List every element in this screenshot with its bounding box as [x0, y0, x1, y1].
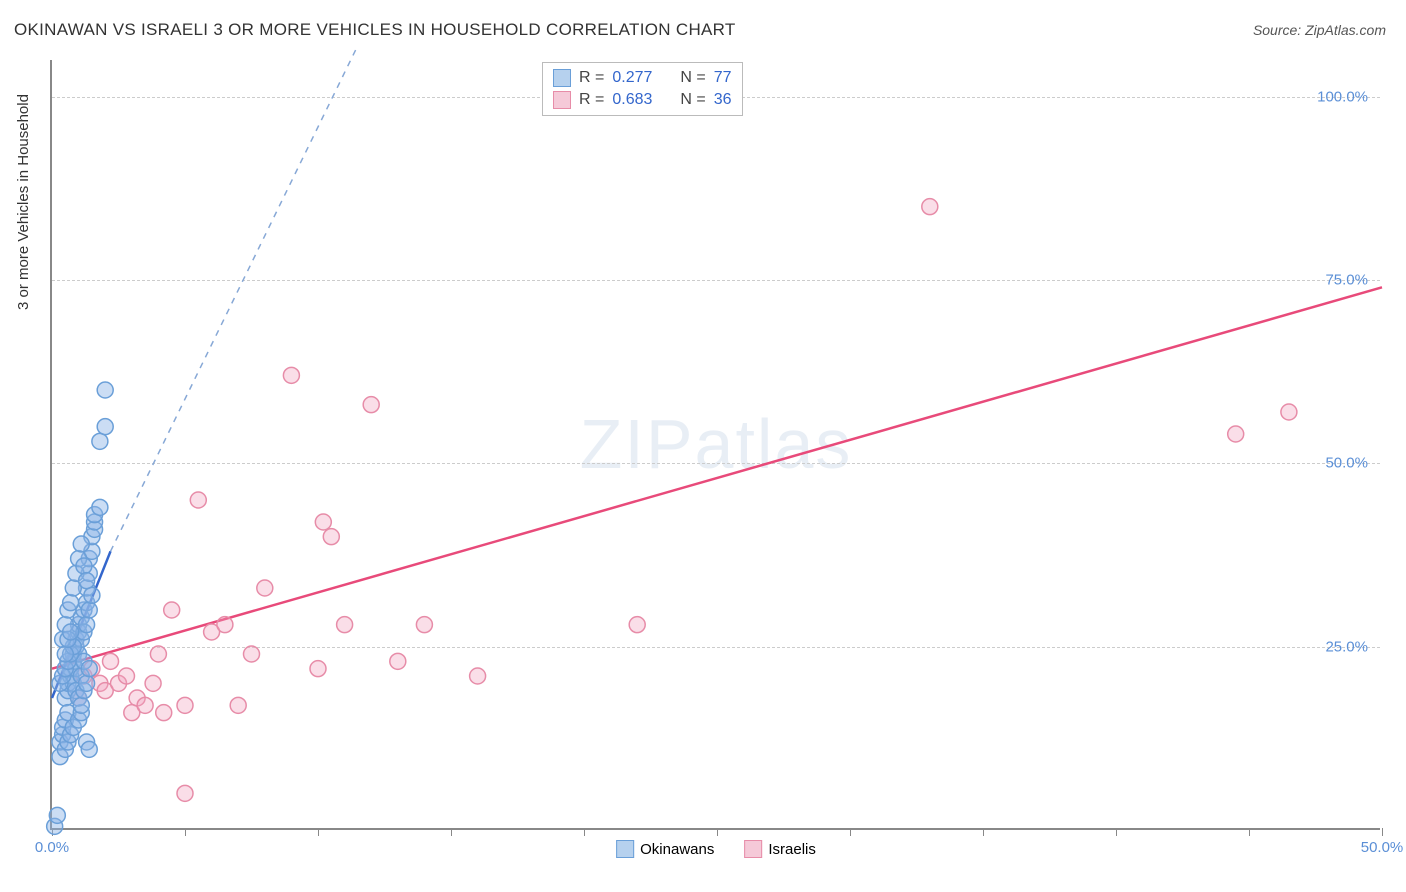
n-label: N =: [680, 91, 705, 109]
legend-swatch: [553, 91, 571, 109]
x-tick: [1382, 828, 1383, 836]
stats-box: R = 0.277 N = 77 R = 0.683 N = 36: [542, 62, 743, 116]
scatter-svg: [52, 60, 1380, 828]
stats-row: R = 0.683 N = 36: [553, 89, 732, 111]
y-axis-label: 3 or more Vehicles in Household: [15, 94, 32, 310]
x-tick: [1116, 828, 1117, 836]
n-value: 36: [714, 91, 732, 109]
r-value: 0.683: [612, 91, 652, 109]
x-tick-label: 0.0%: [35, 839, 69, 856]
x-tick: [318, 828, 319, 836]
chart-title: OKINAWAN VS ISRAELI 3 OR MORE VEHICLES I…: [14, 20, 736, 40]
legend-item: Israelis: [744, 840, 816, 858]
x-tick-label: 50.0%: [1361, 839, 1404, 856]
x-tick: [717, 828, 718, 836]
legend: Okinawans Israelis: [616, 840, 816, 858]
legend-swatch: [553, 69, 571, 87]
legend-item: Okinawans: [616, 840, 714, 858]
n-value: 77: [714, 69, 732, 87]
legend-swatch: [616, 840, 634, 858]
legend-label: Okinawans: [640, 841, 714, 858]
r-value: 0.277: [612, 69, 652, 87]
x-tick: [185, 828, 186, 836]
x-tick: [451, 828, 452, 836]
r-label: R =: [579, 91, 604, 109]
legend-swatch: [744, 840, 762, 858]
x-tick: [983, 828, 984, 836]
x-tick: [850, 828, 851, 836]
n-label: N =: [680, 69, 705, 87]
r-label: R =: [579, 69, 604, 87]
plot-area: ZIPatlas 25.0%50.0%75.0%100.0% 0.0%50.0%…: [50, 60, 1380, 830]
x-tick: [1249, 828, 1250, 836]
stats-row: R = 0.277 N = 77: [553, 67, 732, 89]
legend-label: Israelis: [768, 841, 816, 858]
source-attribution: Source: ZipAtlas.com: [1253, 22, 1386, 38]
x-tick: [584, 828, 585, 836]
